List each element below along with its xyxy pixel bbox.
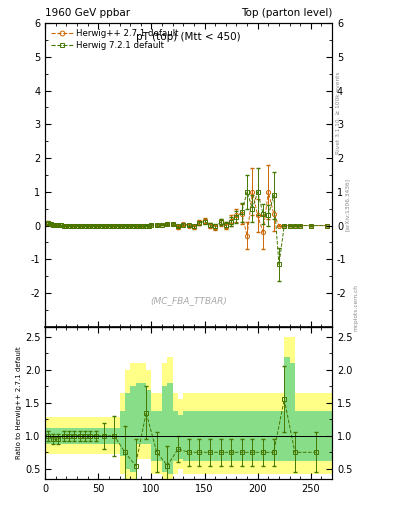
Text: (MC_FBA_TTBAR): (MC_FBA_TTBAR) [150, 296, 227, 306]
Y-axis label: Ratio to Herwig++ 2.7.1 default: Ratio to Herwig++ 2.7.1 default [16, 347, 22, 459]
Text: mcplots.cern.ch: mcplots.cern.ch [354, 284, 359, 331]
Text: 1960 GeV ppbar: 1960 GeV ppbar [45, 8, 130, 18]
Text: [arXiv:1306.3436]: [arXiv:1306.3436] [345, 178, 350, 231]
Text: pT (top) (Mtt < 450): pT (top) (Mtt < 450) [136, 32, 241, 42]
Text: Rivet 3.1.10, ≥ 100k events: Rivet 3.1.10, ≥ 100k events [336, 71, 341, 154]
Legend: Herwig++ 2.7.1 default, Herwig 7.2.1 default: Herwig++ 2.7.1 default, Herwig 7.2.1 def… [50, 27, 180, 51]
Text: Top (parton level): Top (parton level) [241, 8, 332, 18]
